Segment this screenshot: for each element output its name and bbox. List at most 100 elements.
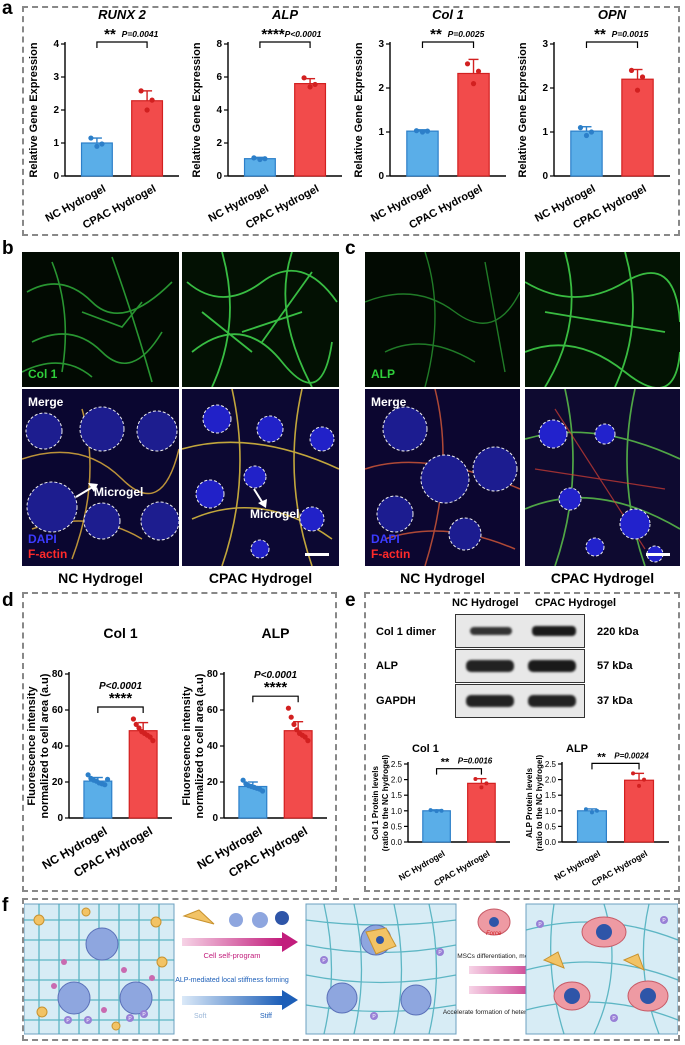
micrograph-c-factin-label: F-actin bbox=[371, 547, 411, 561]
data-point bbox=[257, 156, 263, 163]
wb-row-name: ALP bbox=[376, 660, 398, 672]
significance-bracket bbox=[421, 41, 475, 48]
data-point bbox=[85, 772, 91, 778]
y-tick-label: 20 bbox=[207, 777, 219, 788]
y-tick-label: 2 bbox=[542, 83, 548, 94]
data-point bbox=[631, 771, 636, 776]
schematic-stiff: Stiff bbox=[260, 1013, 272, 1020]
chart-alp-protein: ALP ALP Protein levels(ratio to the NC hy… bbox=[525, 743, 669, 888]
data-point bbox=[138, 88, 144, 94]
y-tick-label: 0.5 bbox=[391, 822, 403, 831]
data-point bbox=[312, 81, 318, 88]
bar bbox=[83, 780, 113, 819]
panel-label-e: e bbox=[345, 590, 356, 611]
panel-e-frame bbox=[364, 592, 680, 892]
caption-b-cpac: CPAC Hydrogel bbox=[208, 570, 313, 586]
y-axis-label-line: Fluorescence intensity bbox=[181, 686, 193, 806]
schematic-step3: MSCs differentiation, more ALP release bbox=[457, 953, 571, 960]
significance-stars: ** bbox=[594, 26, 606, 43]
micrograph-c-nc-merge: Merge DAPI F-actin bbox=[365, 389, 520, 566]
chart-title: ALP bbox=[262, 625, 290, 641]
significance-stars: **** bbox=[264, 679, 288, 696]
micrograph-b-dapi-label: DAPI bbox=[28, 532, 57, 546]
data-point bbox=[479, 785, 484, 790]
phosphate-label: P bbox=[438, 950, 442, 956]
significance-stars: **** bbox=[261, 26, 285, 43]
micrograph-c-merge-label: Merge bbox=[371, 395, 407, 409]
data-point bbox=[294, 727, 300, 733]
y-tick-label: 4 bbox=[216, 105, 222, 116]
significance-bracket bbox=[435, 768, 483, 775]
wb-row-name: Col 1 dimer bbox=[376, 626, 436, 638]
y-tick-label: 2 bbox=[53, 105, 59, 116]
caption-c-cpac: CPAC Hydrogel bbox=[550, 570, 655, 586]
bar bbox=[422, 810, 451, 843]
panel-label-f: f bbox=[2, 895, 9, 916]
chart-title: OPN bbox=[598, 7, 627, 22]
data-point bbox=[130, 716, 137, 722]
data-point bbox=[583, 132, 590, 139]
significance-bracket bbox=[252, 695, 299, 703]
caption-c-nc: NC Hydrogel bbox=[400, 570, 485, 586]
data-point bbox=[475, 68, 482, 74]
data-point bbox=[594, 808, 599, 813]
bar bbox=[467, 782, 496, 843]
data-point bbox=[88, 135, 94, 141]
data-point bbox=[150, 738, 156, 744]
y-tick-label: 1 bbox=[542, 127, 548, 138]
p-value: P=0.0016 bbox=[458, 757, 493, 766]
y-tick-label: 0 bbox=[57, 813, 63, 824]
y-tick-label: 0.5 bbox=[545, 822, 557, 831]
y-tick-label: 2 bbox=[216, 138, 222, 149]
micrograph-c-cpac-alp bbox=[525, 252, 680, 387]
y-axis-label-line: ALP Protein levels bbox=[525, 767, 534, 838]
phosphate-label: P bbox=[66, 1018, 70, 1024]
y-tick-label: 0 bbox=[542, 171, 548, 182]
panel-f-frame bbox=[22, 898, 680, 1041]
data-point bbox=[628, 67, 635, 73]
micrograph-b-top-label: Col 1 bbox=[28, 367, 58, 381]
y-tick-label: 80 bbox=[52, 669, 64, 680]
data-point bbox=[288, 714, 294, 720]
wb-col-cpac: CPAC Hydrogel bbox=[535, 597, 617, 609]
significance-stars: ** bbox=[441, 757, 450, 769]
bar bbox=[623, 779, 655, 843]
panel-label-b: b bbox=[2, 238, 14, 259]
arrow-icon bbox=[75, 483, 98, 498]
data-point bbox=[589, 810, 594, 815]
scale-bar bbox=[646, 553, 670, 556]
y-tick-label: 2.0 bbox=[391, 776, 403, 785]
p-value: P=0.0041 bbox=[122, 29, 159, 39]
y-tick-label: 8 bbox=[216, 39, 222, 50]
y-tick-label: 0.0 bbox=[545, 838, 557, 847]
caption-b-nc: NC Hydrogel bbox=[58, 570, 143, 586]
y-tick-label: 1 bbox=[378, 127, 384, 138]
panel-d-frame bbox=[22, 592, 337, 892]
phosphate-label: P bbox=[662, 918, 666, 924]
micrograph-b-merge-label: Merge bbox=[28, 395, 64, 409]
data-point bbox=[102, 782, 108, 788]
y-axis-label-line: (ratio to the NC hydrogel) bbox=[535, 754, 544, 851]
p-value: P<0.0001 bbox=[254, 670, 298, 681]
bar bbox=[283, 730, 313, 819]
p-value: P<0.0001 bbox=[99, 681, 143, 692]
panel-label-d: d bbox=[2, 590, 14, 611]
y-axis-label: Relative Gene Expression bbox=[353, 42, 365, 177]
p-value: P<0.0001 bbox=[285, 29, 322, 39]
chart-title: Col 1 bbox=[432, 7, 464, 22]
y-tick-label: 40 bbox=[52, 741, 64, 752]
panel-label-c: c bbox=[345, 238, 356, 259]
y-tick-label: 3 bbox=[53, 72, 59, 83]
data-point bbox=[147, 734, 153, 740]
wb-row-kda: 220 kDa bbox=[597, 626, 639, 638]
y-tick-label: 2.0 bbox=[545, 776, 557, 785]
data-point bbox=[136, 725, 142, 731]
bar bbox=[621, 78, 654, 177]
significance-stars: ** bbox=[104, 26, 116, 43]
data-point bbox=[413, 128, 420, 134]
microgel-arrow-label-cpac: Microgel bbox=[250, 507, 300, 521]
y-axis-label: Relative Gene Expression bbox=[517, 42, 529, 177]
data-point bbox=[302, 734, 308, 740]
y-tick-label: 1.0 bbox=[545, 807, 557, 816]
